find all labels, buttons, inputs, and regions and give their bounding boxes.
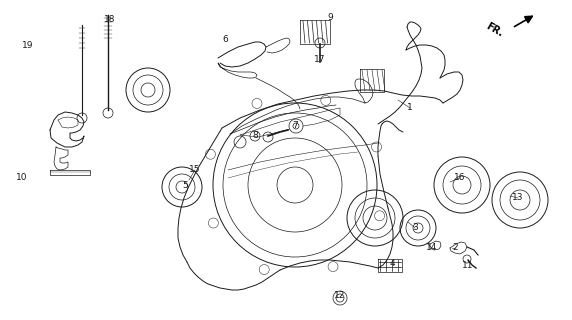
Text: 14: 14	[426, 244, 438, 252]
Text: 11: 11	[462, 260, 474, 269]
Text: 4: 4	[389, 260, 395, 268]
Text: FR.: FR.	[484, 21, 505, 39]
Text: 12: 12	[334, 291, 345, 300]
Text: 3: 3	[412, 223, 418, 233]
Text: 17: 17	[314, 55, 325, 65]
Text: 8: 8	[252, 131, 258, 140]
Text: 6: 6	[222, 36, 228, 44]
Text: 1: 1	[407, 103, 413, 113]
Text: 13: 13	[513, 194, 524, 203]
Text: 18: 18	[104, 15, 116, 25]
Text: 9: 9	[327, 13, 333, 22]
Text: 7: 7	[292, 121, 298, 130]
Text: 2: 2	[452, 244, 458, 252]
Text: 19: 19	[22, 41, 34, 50]
Text: 5: 5	[182, 180, 188, 189]
Text: 15: 15	[189, 165, 201, 174]
Circle shape	[289, 119, 303, 133]
Text: 10: 10	[16, 173, 28, 182]
Text: 16: 16	[454, 173, 466, 182]
